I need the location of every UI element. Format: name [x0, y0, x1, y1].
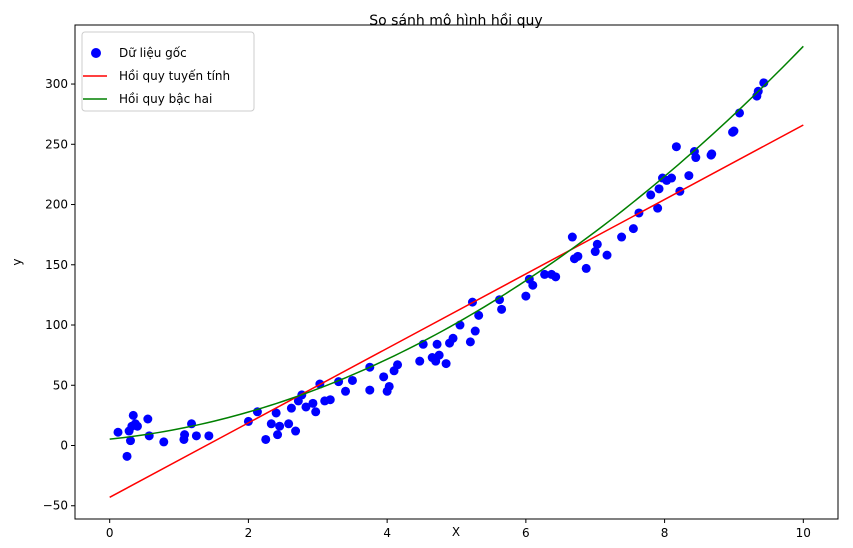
data-point [759, 78, 769, 88]
linear-regression-line [109, 124, 804, 498]
y-axis-title: y [10, 258, 24, 265]
data-point [432, 339, 442, 349]
data-point [191, 431, 201, 441]
data-point [291, 426, 301, 436]
data-point [470, 326, 480, 336]
data-point [592, 239, 602, 249]
data-point [671, 142, 681, 152]
data-point [521, 291, 531, 301]
data-point [180, 430, 190, 440]
data-point [528, 280, 538, 290]
y-tick-label: 50 [53, 378, 68, 392]
data-point [284, 419, 294, 429]
legend-marker-scatter [91, 48, 101, 58]
data-point [495, 295, 505, 305]
data-point [125, 436, 135, 446]
x-tick-label: 0 [106, 526, 114, 540]
data-point [415, 356, 425, 366]
legend-label-scatter: Dữ liệu gốc [119, 46, 187, 60]
data-point [384, 381, 394, 391]
data-point [654, 184, 664, 194]
data-point [132, 421, 142, 431]
x-tick-label: 2 [245, 526, 253, 540]
data-point [144, 431, 154, 441]
data-point [379, 372, 389, 382]
data-point [122, 451, 132, 461]
x-axis: 0 2 4 6 8 10 [106, 519, 811, 540]
data-point [653, 203, 663, 213]
data-point [581, 263, 591, 273]
data-point [301, 402, 311, 412]
data-point [465, 337, 475, 347]
data-point [667, 173, 677, 183]
x-tick-label: 4 [383, 526, 391, 540]
x-axis-title: X [452, 525, 460, 539]
data-point [143, 414, 153, 424]
data-point [393, 360, 403, 370]
data-point [159, 437, 169, 447]
data-point [434, 350, 444, 360]
y-tick-label: 100 [45, 318, 68, 332]
chart-title: So sánh mô hình hồi quy [369, 12, 542, 29]
legend-box [81, 31, 255, 112]
data-point [691, 153, 701, 163]
data-point [273, 430, 283, 440]
plot-area [109, 45, 804, 498]
data-point [347, 375, 357, 385]
data-point [311, 407, 321, 417]
y-tick-label: −50 [43, 499, 68, 513]
x-tick-label: 6 [522, 526, 530, 540]
y-tick-label: 200 [45, 198, 68, 212]
data-point [275, 421, 285, 431]
data-point [551, 272, 561, 282]
data-point [567, 232, 577, 242]
data-point [325, 395, 335, 405]
y-axis: −50 0 50 100 150 200 250 300 [43, 77, 75, 513]
data-point [729, 126, 739, 136]
data-point [341, 386, 351, 396]
data-point [497, 304, 507, 314]
data-point [448, 333, 458, 343]
y-tick-label: 250 [45, 137, 68, 151]
y-tick-label: 300 [45, 77, 68, 91]
x-tick-label: 8 [661, 526, 669, 540]
legend-label-quadratic: Hồi quy bậc hai [119, 92, 212, 106]
x-tick-label: 10 [796, 526, 811, 540]
data-point [602, 250, 612, 260]
data-point [113, 427, 123, 437]
y-tick-label: 150 [45, 258, 68, 272]
legend: Dữ liệu gốc Hồi quy tuyến tính Hồi quy b… [81, 31, 255, 112]
plot-frame [74, 24, 839, 520]
data-point [271, 408, 281, 418]
y-tick-label: 0 [60, 439, 68, 453]
data-point [628, 224, 638, 234]
data-point [365, 385, 375, 395]
data-point [573, 251, 583, 261]
data-point [474, 310, 484, 320]
data-point [707, 149, 717, 159]
data-point [441, 359, 451, 369]
data-point [204, 431, 214, 441]
quadratic-regression-curve [109, 45, 804, 440]
data-point [540, 269, 550, 279]
data-point [128, 410, 138, 420]
legend-label-linear: Hồi quy tuyến tính [119, 69, 230, 83]
data-point [261, 434, 271, 444]
data-point [286, 403, 296, 413]
data-point [617, 232, 627, 242]
data-point [266, 419, 276, 429]
data-point [684, 171, 694, 181]
data-point [646, 190, 656, 200]
data-point [590, 247, 600, 257]
data-point [308, 398, 318, 408]
